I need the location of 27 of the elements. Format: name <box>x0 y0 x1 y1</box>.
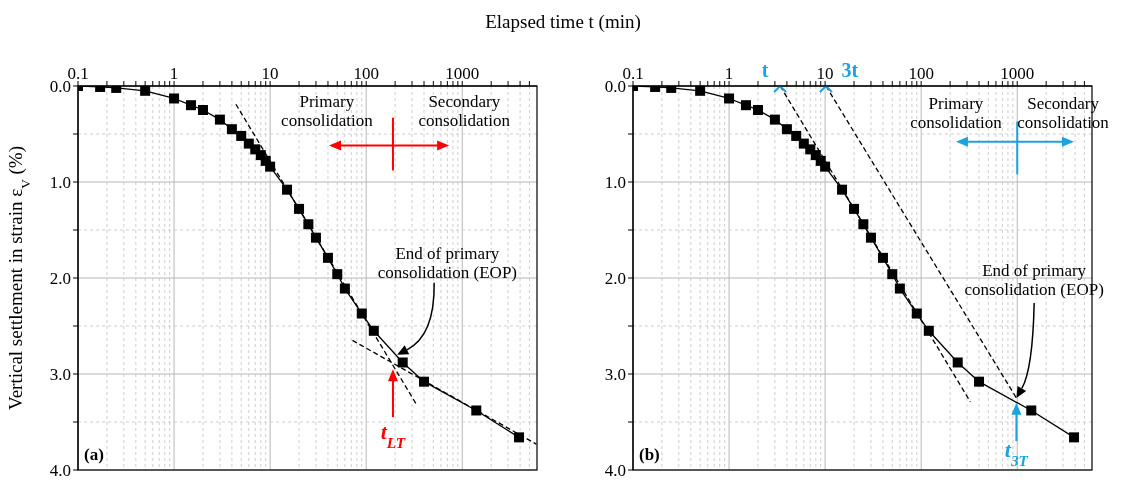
x-tick-label: 100 <box>908 64 934 83</box>
y-tick-label: 3.0 <box>604 365 626 385</box>
y-tick-label: 3.0 <box>49 365 71 385</box>
x-axis-title: Elapsed time t (min) <box>485 11 641 33</box>
x-tick-label: 100 <box>353 64 379 83</box>
annotation: t <box>761 59 769 81</box>
annotation: 3t <box>841 59 859 81</box>
x-tick-label: 1 <box>724 64 734 83</box>
x-tick-label: 1000 <box>445 64 480 83</box>
annotation: Secondary consolidation <box>418 92 511 130</box>
y-tick-label: 4.0 <box>49 461 71 481</box>
y-tick-label: 1.0 <box>49 173 71 193</box>
annotation: (a) <box>84 445 104 464</box>
annotation: (b) <box>639 445 660 464</box>
annotation: t$_{LT}$ <box>380 419 406 451</box>
annotation: End of primary consolidation (EOP) <box>377 243 518 282</box>
annotation: Primary consolidation <box>910 94 1003 132</box>
x-tick-label: 1 <box>169 64 179 83</box>
y-tick-label: 2.0 <box>49 269 71 289</box>
annotation: Primary consolidation <box>281 92 374 130</box>
annotation: t$_{3T}$ <box>1004 436 1029 469</box>
y-tick-label: 2.0 <box>604 269 626 289</box>
y-tick-label: 4.0 <box>604 461 626 481</box>
y-tick-label: 1.0 <box>604 173 626 193</box>
x-tick-label: 1000 <box>1000 64 1035 83</box>
x-tick-label: 10 <box>261 64 279 83</box>
x-tick-label: 10 <box>816 64 834 83</box>
